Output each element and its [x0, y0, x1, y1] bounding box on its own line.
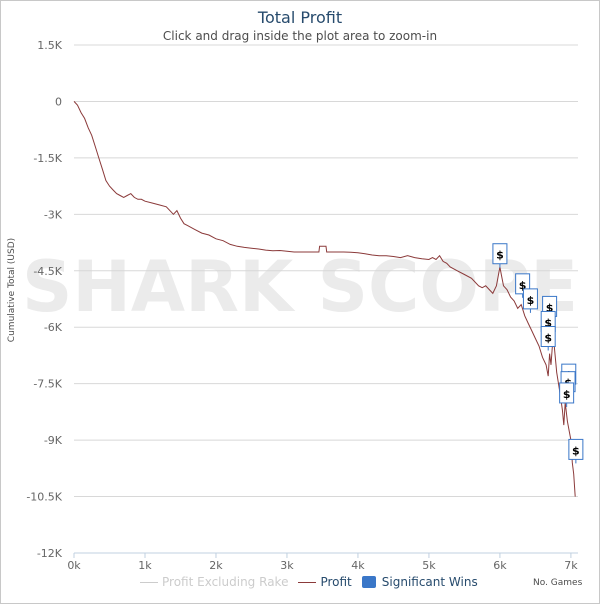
flag-box [540, 326, 556, 348]
y-tick-label: -7.5K [33, 378, 62, 391]
legend-box-icon [361, 576, 376, 588]
legend-line-icon [140, 581, 158, 583]
x-tick-label: 1k [138, 559, 152, 572]
legend-label: Significant Wins [381, 575, 478, 589]
legend-line-icon [298, 581, 317, 583]
flag-box [559, 382, 575, 404]
series-group [73, 101, 576, 497]
flag-label: $ [572, 444, 580, 457]
flag-label: $ [519, 279, 527, 292]
x-tick-label: 2k [209, 559, 223, 572]
legend-label: Profit Excluding Rake [162, 575, 289, 589]
flag-box [568, 438, 584, 460]
legend-label: Profit [320, 575, 352, 589]
series-line-profit[interactable] [73, 101, 576, 497]
significant-win-flag[interactable]: $ [492, 243, 508, 268]
x-tick-label: 4k [351, 559, 365, 572]
y-tick-label: -6K [44, 321, 63, 334]
y-tick-label: -10.5K [26, 491, 62, 504]
significant-win-flag[interactable]: $ [522, 288, 538, 313]
flag-label: $ [496, 249, 504, 262]
watermark: SHARK SCOPE [22, 246, 578, 328]
y-tick-label: -12K [37, 547, 63, 560]
significant-win-flag[interactable]: $ [559, 382, 575, 407]
flag-box [522, 288, 538, 310]
grid [74, 44, 578, 554]
flag-box [492, 243, 508, 265]
y-tick-label: 0 [55, 95, 62, 108]
flag-label: $ [527, 294, 535, 307]
y-tick-label: -3K [44, 208, 63, 221]
legend: Profit Excluding Rake Profit Significant… [140, 574, 488, 590]
flag-label: $ [563, 388, 571, 401]
y-axis-label: Cumulative Total (USD) [7, 238, 17, 342]
x-tick-label: 0k [67, 559, 81, 572]
x-axis-label: No. Games [533, 578, 583, 588]
y-tick-label: -4.5K [33, 265, 62, 278]
significant-wins-markers[interactable]: $$$$$$$$$$ [492, 243, 584, 464]
x-tick-label: 6k [493, 559, 507, 572]
flag-label: $ [544, 332, 552, 345]
legend-item-significant-wins[interactable]: Significant Wins [361, 575, 478, 589]
flag-label: $ [546, 301, 554, 314]
y-tick-label: -1.5K [33, 152, 62, 165]
significant-win-flag[interactable]: $ [540, 326, 556, 351]
legend-item-profit[interactable]: Profit [298, 575, 352, 589]
y-axis-ticks: 1.5K 0 -1.5K -3K -4.5K -6K -7.5K -9K -10.5K -12K [26, 39, 62, 560]
chart-title: Total Profit [257, 8, 343, 27]
y-tick-label: -9K [44, 434, 63, 447]
x-axis-ticks: 0k 1k 2k 3k 4k 5k 6k 7k [67, 553, 578, 572]
x-tick-label: 3k [280, 559, 294, 572]
x-tick-label: 7k [564, 559, 578, 572]
legend-item-profit-excluding-rake[interactable]: Profit Excluding Rake [140, 575, 288, 589]
y-tick-label: 1.5K [37, 39, 62, 52]
significant-win-flag[interactable]: $ [568, 438, 584, 464]
x-tick-label: 5k [422, 559, 436, 572]
flag-label: $ [544, 316, 552, 329]
chart-subtitle: Click and drag inside the plot area to z… [162, 29, 438, 43]
